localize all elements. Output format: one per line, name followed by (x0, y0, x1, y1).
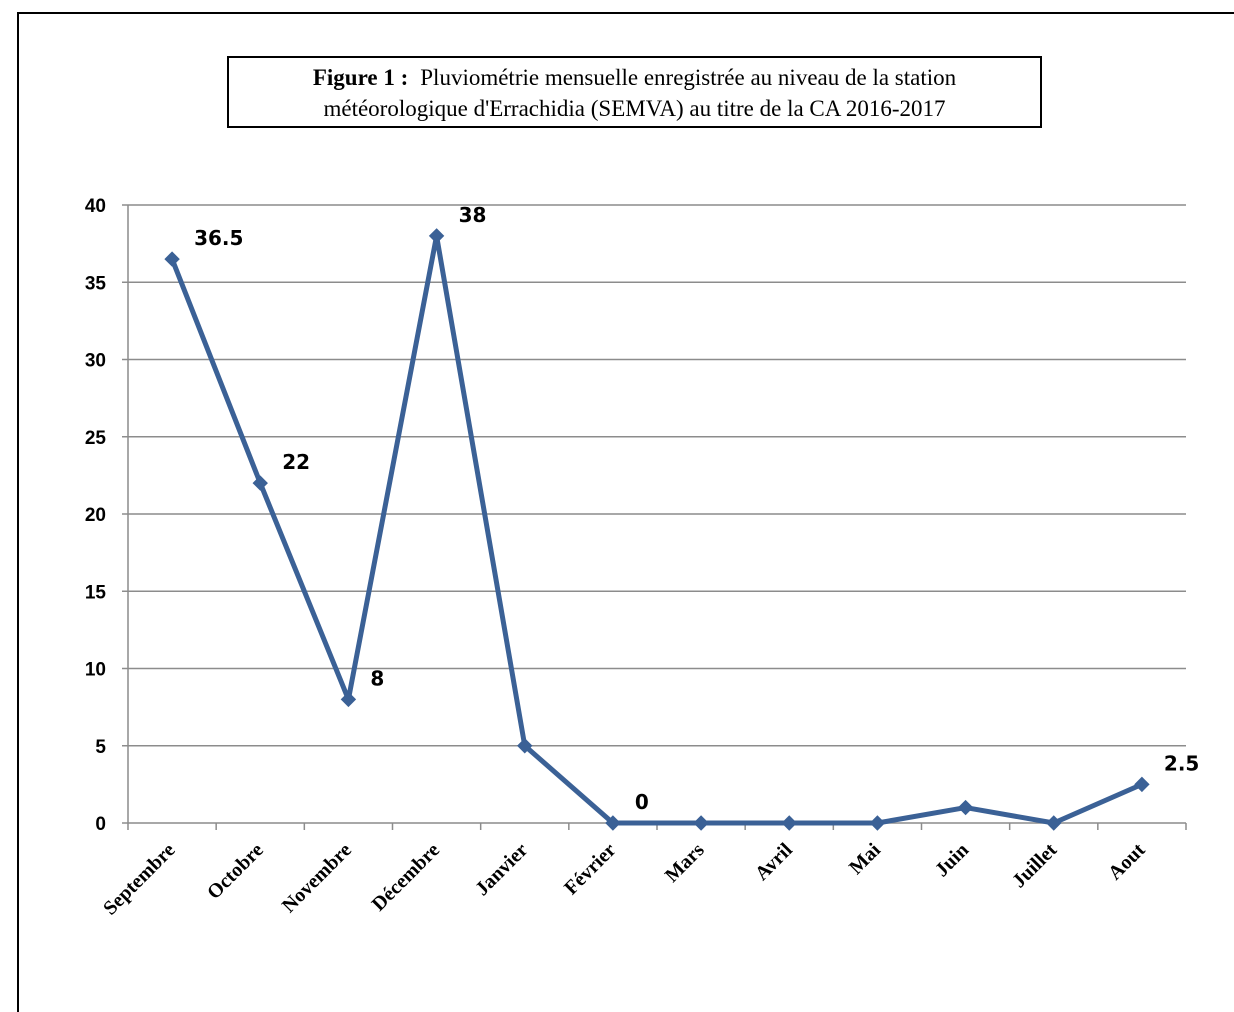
data-labels: 36.5 22 8 38 0 2.5 (194, 203, 1199, 814)
data-label: 38 (459, 203, 487, 227)
data-point (605, 815, 621, 831)
series-line (164, 228, 1150, 831)
x-tick-label: Avril (751, 839, 797, 885)
y-axis-ticks: 0 5 10 15 20 25 30 35 40 (85, 196, 107, 835)
figure-title-line2: météorologique d'Errachidia (SEMVA) au t… (323, 96, 946, 121)
data-point (957, 799, 974, 816)
figure-number: Figure 1 : (312, 65, 409, 90)
data-point (1046, 815, 1062, 831)
data-point (1134, 776, 1150, 793)
series-path (169, 233, 1143, 826)
y-tick-label: 40 (85, 196, 106, 217)
x-tick-label: Aout (1104, 839, 1150, 885)
data-point (517, 738, 533, 754)
y-tick-label: 5 (95, 737, 106, 758)
x-tick-label: Janvier (471, 839, 532, 900)
y-tick-label: 15 (85, 582, 107, 603)
data-point (781, 815, 797, 831)
y-tick-label: 20 (85, 505, 106, 526)
data-label: 2.5 (1164, 751, 1199, 775)
x-tick-label: Octobre (203, 839, 268, 904)
figure-frame (17, 12, 1234, 1012)
x-tick-label: Septembre (99, 839, 180, 920)
data-label: 22 (282, 450, 310, 474)
data-point (252, 475, 268, 491)
figure-title-box: Figure 1 : Pluviométrie mensuelle enregis… (227, 56, 1042, 128)
x-tick-label: Décembre (368, 839, 445, 916)
x-tick-label: Juillet (1008, 839, 1062, 893)
x-tick-label: Juin (931, 839, 973, 881)
y-tick-label: 35 (85, 273, 107, 294)
y-tick-label: 25 (85, 428, 107, 449)
x-tick-label: Mai (845, 839, 885, 879)
data-label: 8 (370, 666, 384, 690)
axes (122, 204, 1187, 830)
data-point (869, 815, 886, 831)
data-label: 0 (635, 790, 649, 814)
x-tick-label: Février (560, 839, 620, 899)
x-tick-label: Mars (661, 839, 709, 887)
figure-title-line1: Figure 1 : Pluviométrie mensuelle enregis… (229, 62, 1040, 93)
y-tick-label: 30 (85, 351, 106, 372)
gridlines (128, 204, 1186, 747)
data-point (340, 691, 357, 708)
data-label: 36.5 (194, 226, 243, 250)
x-axis-ticks: Septembre Octobre Novembre Décembre Janvier F… (99, 839, 1150, 920)
data-point (428, 228, 445, 244)
data-point (164, 251, 180, 267)
x-tick-label: Novembre (278, 839, 356, 917)
figure-title-text1: Pluviométrie mensuelle enregistrée au ni… (420, 65, 957, 90)
y-tick-label: 0 (95, 814, 106, 835)
data-point (693, 815, 709, 831)
y-tick-label: 10 (85, 660, 106, 681)
